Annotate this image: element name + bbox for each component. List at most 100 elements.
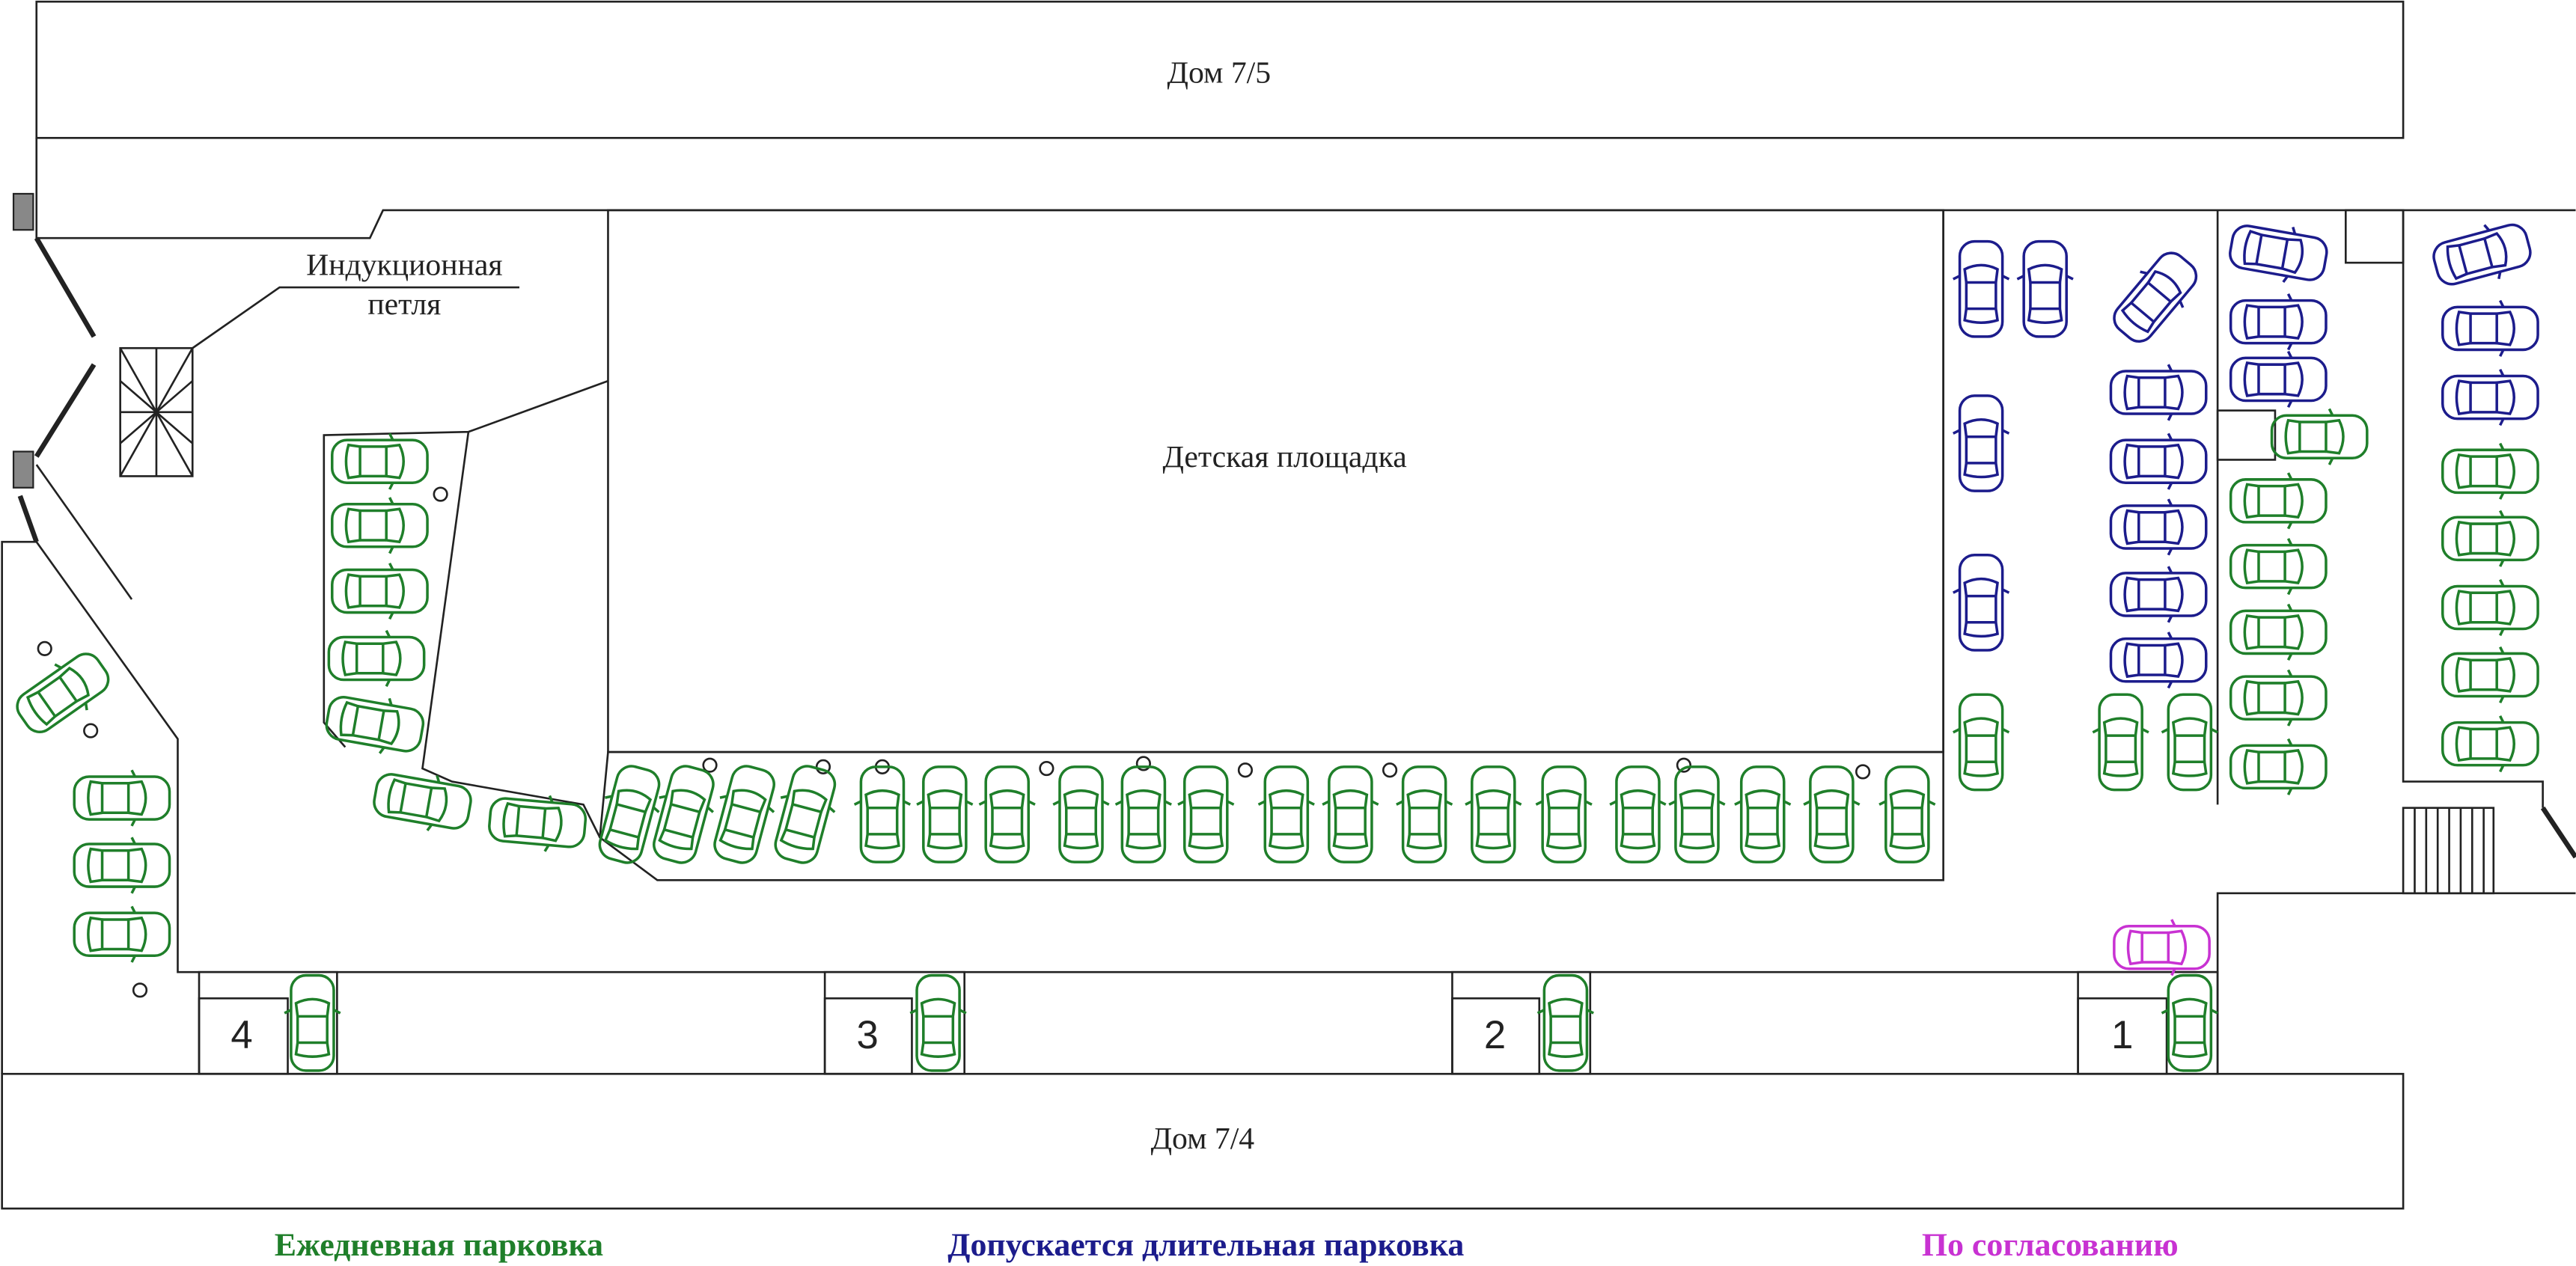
car <box>331 497 429 554</box>
car <box>2092 693 2149 792</box>
car <box>2109 432 2208 490</box>
car <box>2229 538 2328 596</box>
car <box>2161 693 2218 792</box>
cars <box>16 223 2539 1072</box>
car <box>909 973 967 1072</box>
car <box>2441 368 2539 426</box>
car <box>1878 765 1936 863</box>
car <box>774 765 837 864</box>
car <box>16 652 110 733</box>
car <box>598 765 661 864</box>
car <box>2113 251 2198 343</box>
car <box>73 769 171 827</box>
pole <box>815 759 831 774</box>
car <box>653 765 715 864</box>
car <box>2270 408 2369 465</box>
entrances <box>198 970 2219 1075</box>
car <box>1114 765 1172 863</box>
pole <box>1676 757 1691 773</box>
playground <box>607 209 1944 753</box>
loop-label: Индукционная <box>306 248 502 282</box>
car <box>331 562 429 620</box>
car <box>325 696 425 754</box>
car <box>1257 765 1315 863</box>
pole <box>1382 762 1398 778</box>
pole <box>702 757 718 773</box>
car <box>2109 498 2208 556</box>
car <box>2441 299 2539 358</box>
car <box>284 973 341 1072</box>
car <box>1803 765 1861 863</box>
pole <box>1135 756 1151 771</box>
pole <box>37 640 52 656</box>
entrance-number: 4 <box>231 1013 252 1057</box>
car <box>2113 919 2211 976</box>
entrance-number: 1 <box>2111 1013 2133 1057</box>
car <box>373 773 472 832</box>
car <box>1177 765 1235 863</box>
car <box>2109 566 2208 623</box>
loop-label: петля <box>367 287 441 322</box>
car <box>2016 239 2074 338</box>
car <box>1396 765 1453 863</box>
car <box>1535 765 1593 863</box>
pole <box>132 982 148 998</box>
car <box>1668 765 1726 863</box>
car <box>2109 364 2208 421</box>
car <box>1609 765 1667 863</box>
car <box>1953 394 2010 492</box>
car <box>2441 510 2539 567</box>
playground-label: Детская площадка <box>1162 440 1406 474</box>
legend-entry: Ежедневная парковка <box>275 1227 603 1263</box>
entrance-number: 2 <box>1484 1013 1506 1057</box>
building <box>35 0 2405 139</box>
car <box>853 765 912 863</box>
pole <box>433 486 448 502</box>
car <box>1953 693 2010 792</box>
pole <box>1039 760 1054 777</box>
poles <box>37 486 1871 998</box>
car <box>1465 765 1522 863</box>
car <box>916 765 974 863</box>
car <box>73 905 171 963</box>
pole <box>83 723 99 738</box>
car <box>2161 973 2218 1072</box>
car <box>2229 472 2328 530</box>
car <box>2441 442 2539 500</box>
induction-loop <box>119 286 519 477</box>
car <box>2109 632 2208 689</box>
entrance-number: 3 <box>857 1013 879 1057</box>
car <box>2441 715 2539 773</box>
legend-entry: По согласованию <box>1922 1227 2179 1263</box>
car <box>713 765 775 864</box>
car <box>73 837 171 894</box>
car <box>1734 765 1792 863</box>
car <box>331 432 429 490</box>
car <box>2229 603 2328 661</box>
car <box>2229 224 2328 284</box>
car <box>1536 973 1594 1072</box>
stairs <box>2402 807 2495 895</box>
building-label: Дом 7/5 <box>1168 56 1272 91</box>
gates <box>12 192 2576 859</box>
car <box>488 795 587 852</box>
car <box>2229 293 2328 351</box>
building <box>1 1072 2405 1210</box>
pole <box>1237 762 1254 778</box>
car <box>1953 554 2010 652</box>
car <box>2441 646 2539 704</box>
car <box>1322 765 1379 863</box>
car <box>978 765 1036 863</box>
car <box>2229 738 2328 795</box>
pole <box>1855 764 1871 780</box>
car <box>1052 765 1110 863</box>
car <box>2441 578 2539 637</box>
car <box>2229 669 2328 727</box>
building-label: Дом 7/4 <box>1151 1122 1255 1156</box>
car <box>1953 239 2010 338</box>
legend-entry: Допускается длительная парковка <box>947 1227 1464 1263</box>
car <box>2432 223 2532 286</box>
car <box>2229 350 2328 409</box>
